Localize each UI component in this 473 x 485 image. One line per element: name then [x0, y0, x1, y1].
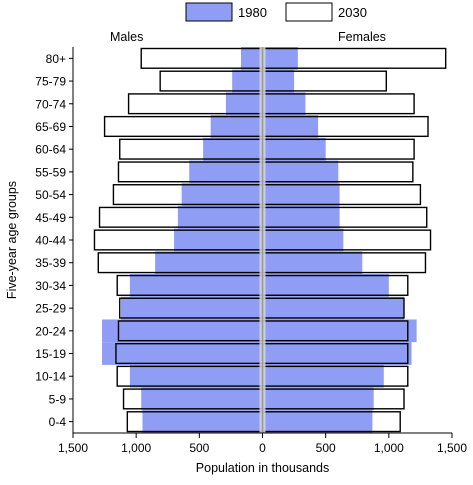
x-axis-label: Population in thousands — [196, 461, 329, 475]
males-label: Males — [110, 30, 143, 44]
y-tick-label: 30-34 — [35, 279, 66, 293]
bar-1980-female-40-44 — [262, 228, 344, 252]
legend-swatch-2030 — [285, 2, 333, 22]
bar-1980-female-60-64 — [262, 137, 326, 161]
bar-1980-male-10-14 — [129, 364, 263, 388]
y-tick-label: 40-44 — [35, 234, 66, 248]
bar-1980-male-0-4 — [142, 410, 263, 433]
bar-1980-male-20-24 — [102, 319, 263, 343]
legend-swatch-1980 — [185, 2, 233, 22]
bar-1980-male-50-54 — [181, 183, 263, 206]
bar-1980-male-30-34 — [129, 274, 263, 297]
bar-1980-male-45-49 — [177, 205, 263, 229]
x-tick-label: 1,000 — [121, 441, 151, 455]
x-tick-label: 500 — [316, 441, 336, 455]
bar-1980-female-15-19 — [262, 342, 412, 365]
bar-1980-female-70-74 — [262, 92, 306, 116]
bar-1980-female-55-59 — [262, 160, 339, 184]
females-label: Females — [338, 30, 386, 44]
bar-1980-male-40-44 — [174, 228, 263, 252]
legend-label-2030: 2030 — [338, 5, 367, 20]
y-tick-label: 65-69 — [35, 120, 66, 134]
x-tick-label: 0 — [259, 441, 266, 455]
bar-1980-male-55-59 — [189, 160, 263, 184]
bar-1980-female-35-39 — [262, 251, 363, 275]
y-tick-label: 0-4 — [49, 415, 67, 429]
bar-1980-female-65-69 — [262, 115, 319, 138]
bar-1980-male-65-69 — [210, 115, 263, 138]
bar-1980-female-75-79 — [262, 69, 295, 93]
legend-label-1980: 1980 — [238, 5, 267, 20]
bar-1980-male-60-64 — [203, 137, 263, 161]
bar-1980-male-70-74 — [225, 92, 263, 116]
y-tick-label: 20-24 — [35, 324, 66, 338]
x-tick-label: 1,000 — [374, 441, 404, 455]
x-tick-label: 1,500 — [58, 441, 88, 455]
y-tick-label: 10-14 — [35, 370, 66, 384]
bar-1980-female-5-9 — [262, 387, 374, 411]
bar-1980-male-5-9 — [141, 387, 263, 411]
y-tick-label: 75-79 — [35, 75, 66, 89]
x-tick-label: 1,500 — [437, 441, 467, 455]
bar-1980-male-25-29 — [121, 296, 263, 320]
bar-1980-female-10-14 — [262, 364, 384, 388]
bar-1980-female-80+ — [262, 47, 298, 70]
bar-1980-female-30-34 — [262, 274, 389, 297]
y-tick-label: 45-49 — [35, 211, 66, 225]
series-1980-bars — [102, 47, 417, 433]
bar-1980-female-20-24 — [262, 319, 417, 343]
y-tick-label: 35-39 — [35, 256, 66, 270]
bar-1980-female-45-49 — [262, 205, 340, 229]
y-tick-label: 5-9 — [49, 392, 67, 406]
bar-1980-female-0-4 — [262, 410, 373, 433]
bar-1980-male-15-19 — [102, 342, 263, 365]
y-tick-label: 60-64 — [35, 143, 66, 157]
axes — [69, 47, 453, 438]
bar-1980-female-25-29 — [262, 296, 404, 320]
center-axis — [259, 47, 266, 433]
bar-1980-female-50-54 — [262, 183, 340, 206]
y-tick-label: 55-59 — [35, 165, 66, 179]
labels: 0-4 5-9 10-14 15-19 20-24 25-29 30-34 35-39 40-4… — [5, 2, 467, 475]
x-tick-label: 500 — [189, 441, 209, 455]
y-tick-label: 70-74 — [35, 97, 66, 111]
bar-1980-male-80+ — [241, 47, 263, 70]
bar-1980-male-35-39 — [155, 251, 263, 275]
y-axis-label: Five-year age groups — [5, 181, 19, 299]
bar-1980-male-75-79 — [232, 69, 263, 93]
y-tick-label: 80+ — [46, 52, 66, 66]
y-tick-label: 15-19 — [35, 347, 66, 361]
y-tick-label: 50-54 — [35, 188, 66, 202]
y-tick-label: 25-29 — [35, 302, 66, 316]
